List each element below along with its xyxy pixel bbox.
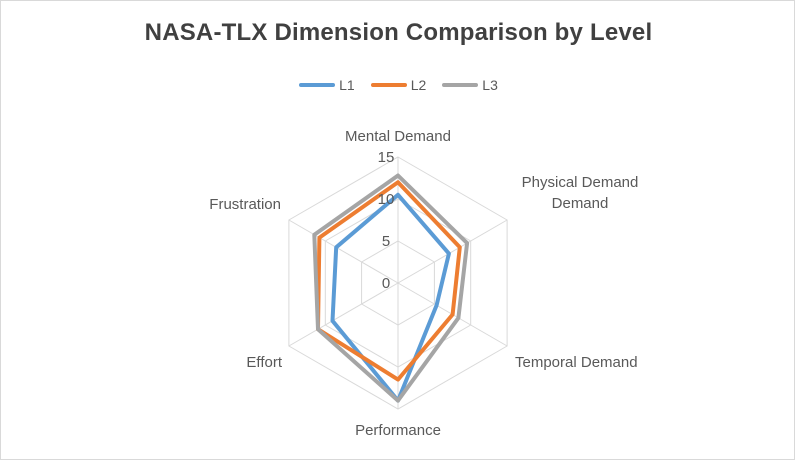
tick-label-15: 15 (378, 149, 395, 166)
axis-label-line: Temporal Demand (515, 354, 638, 371)
axis-label-line: Mental Demand (345, 128, 451, 145)
legend-swatch-l2 (370, 83, 407, 87)
spoke-5 (288, 219, 399, 284)
axis-label-line: Frustration (209, 196, 281, 213)
legend-item-l2: L2 (370, 77, 427, 93)
legend-label-l1: L1 (339, 77, 355, 93)
series-line-l2 (316, 180, 462, 382)
tick-label-10: 10 (378, 191, 395, 208)
axis-label-2: Temporal Demand (515, 354, 638, 371)
spoke-1 (397, 219, 508, 284)
chart-title: NASA-TLX Dimension Comparison by Level (144, 19, 653, 46)
axis-label-1: Physical Demand Demand (522, 174, 639, 212)
legend-label-l3: L3 (482, 77, 498, 93)
legend-label-l2: L2 (410, 77, 427, 93)
series-line-l1 (330, 192, 451, 403)
tick-label-5: 5 (382, 233, 390, 250)
axis-label-line: Effort (246, 354, 282, 371)
legend-swatch-l1 (299, 83, 336, 87)
tick-label-0: 0 (382, 275, 390, 292)
legend: L1 L2 L3 (1, 77, 795, 93)
axis-label-line: Physical Demand (522, 174, 639, 191)
legend-item-l1: L1 (299, 77, 355, 93)
axis-label-0: Mental Demand (345, 128, 451, 145)
axis-label-4: Effort (246, 354, 282, 371)
spoke-4 (288, 282, 399, 347)
axis-label-line: Performance (355, 422, 441, 439)
series-line-l3 (312, 173, 470, 403)
legend-item-l3: L3 (442, 77, 498, 93)
axis-label-5: Frustration (209, 196, 281, 213)
legend-swatch-l3 (442, 83, 479, 87)
axis-label-line: Demand (552, 195, 609, 212)
axis-label-3: Performance (355, 422, 441, 439)
